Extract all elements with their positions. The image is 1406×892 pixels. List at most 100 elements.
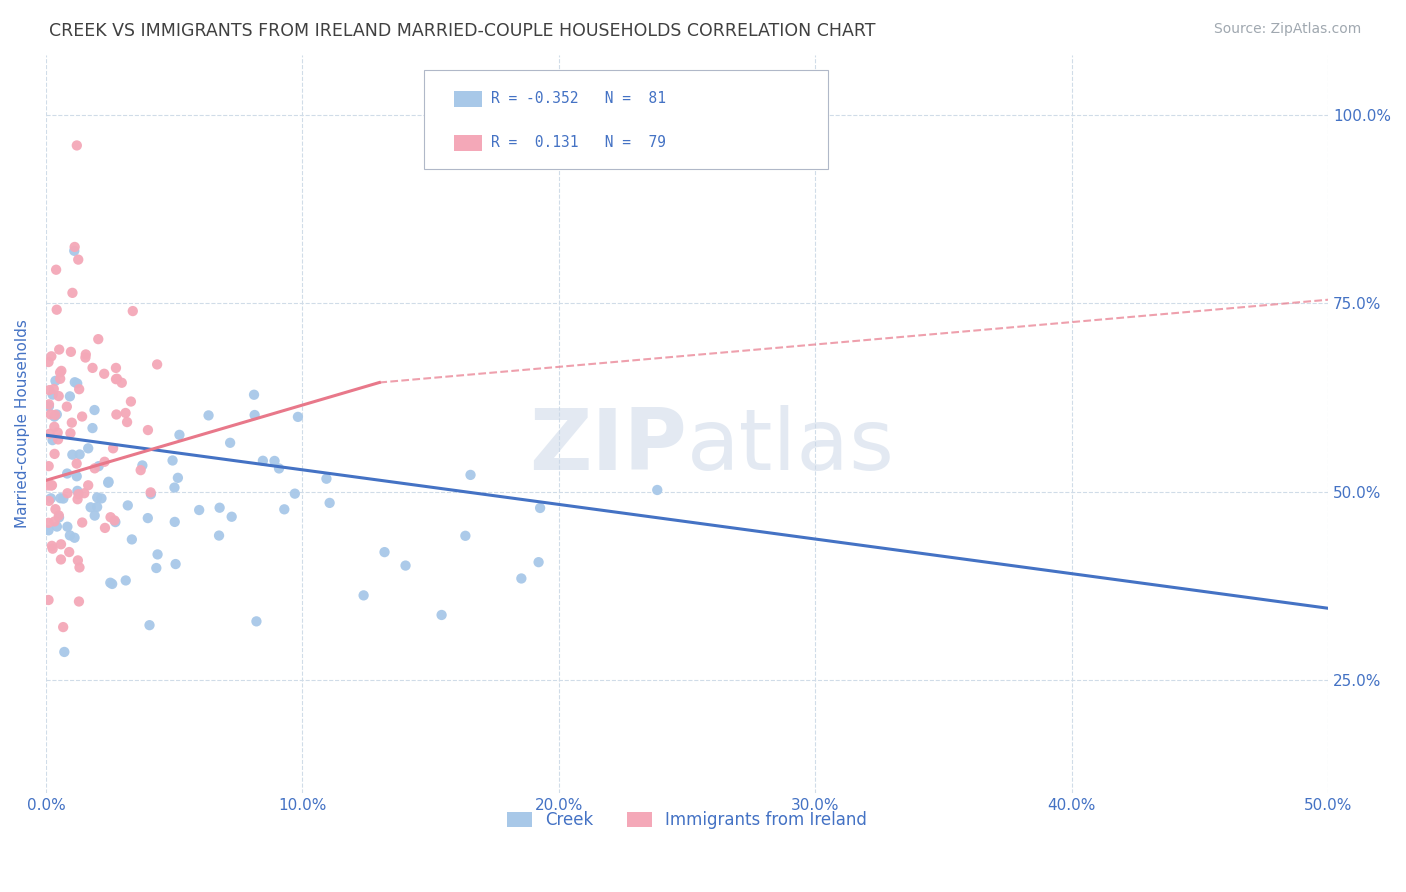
Point (63, 244, 86, 258)
Point (66, 553, 89, 567)
Point (136, 511, 159, 525)
Point (63, 531, 86, 545)
Point (75, 347, 97, 361)
Point (59, 528, 82, 542)
Point (75, 351, 97, 365)
Point (39, 491, 62, 506)
Point (38, 400, 60, 414)
Point (44, 447, 66, 461)
Point (430, 607, 453, 622)
Point (527, 555, 550, 569)
Point (51, 364, 73, 378)
Point (163, 515, 186, 529)
Y-axis label: Married-couple Households: Married-couple Households (15, 319, 30, 528)
Point (63, 240, 86, 254)
Point (93, 367, 115, 381)
Point (83, 461, 105, 475)
Point (315, 472, 337, 486)
Point (114, 574, 136, 588)
Point (263, 454, 285, 468)
Point (97, 475, 120, 489)
Point (131, 458, 153, 473)
Point (221, 509, 243, 524)
Point (59, 426, 82, 441)
Point (66, 138, 89, 153)
Point (69, 560, 91, 574)
Point (49, 552, 72, 566)
Point (41, 478, 63, 492)
Point (49, 491, 72, 506)
Point (38, 478, 60, 492)
Point (53, 645, 76, 659)
Point (83, 508, 105, 523)
Point (273, 502, 295, 516)
Point (41, 539, 63, 553)
Point (56, 486, 79, 500)
Point (44, 502, 66, 516)
Point (243, 408, 266, 422)
Point (38, 459, 60, 474)
Point (41, 349, 63, 363)
Point (208, 528, 231, 542)
Point (67, 382, 90, 396)
Point (60, 448, 83, 462)
Point (56, 519, 79, 533)
Legend: Creek, Immigrants from Ireland: Creek, Immigrants from Ireland (501, 805, 873, 836)
Point (66, 457, 89, 471)
Point (62, 285, 84, 300)
Point (60, 416, 83, 430)
Point (49, 372, 72, 386)
Point (139, 487, 162, 501)
Point (138, 618, 160, 632)
Point (104, 360, 127, 375)
Point (105, 372, 128, 386)
Point (86, 500, 108, 514)
Point (208, 500, 231, 515)
Text: CREEK VS IMMIGRANTS FROM IRELAND MARRIED-COUPLE HOUSEHOLDS CORRELATION CHART: CREEK VS IMMIGRANTS FROM IRELAND MARRIED… (49, 22, 876, 40)
Point (353, 588, 375, 602)
Point (146, 548, 169, 562)
Text: ZIP: ZIP (529, 405, 688, 488)
Point (101, 577, 124, 591)
Point (44, 408, 66, 422)
Point (48, 510, 70, 524)
Point (38, 426, 60, 441)
Point (38, 516, 60, 530)
Point (45, 408, 67, 422)
Point (121, 533, 143, 547)
Point (318, 496, 340, 510)
Point (104, 372, 127, 386)
Point (162, 453, 184, 467)
Point (38, 397, 60, 411)
Point (394, 558, 416, 573)
Point (59, 344, 82, 359)
Point (45, 519, 67, 533)
Point (87, 459, 110, 474)
Point (245, 615, 267, 629)
Point (56, 467, 79, 481)
Point (67, 594, 90, 608)
Point (163, 481, 186, 495)
Point (82, 421, 104, 435)
Point (121, 304, 143, 318)
Point (165, 557, 187, 571)
Bar (454, 91, 482, 107)
Point (136, 423, 159, 437)
Point (86, 491, 108, 505)
Point (93, 455, 115, 469)
Point (77, 478, 100, 492)
Point (41, 433, 63, 447)
Point (59, 389, 82, 403)
Point (45, 262, 67, 277)
Point (117, 499, 139, 513)
Point (94, 521, 117, 535)
Point (100, 510, 122, 524)
Point (39, 408, 62, 422)
Point (46, 433, 69, 447)
Point (58, 545, 80, 559)
Point (120, 394, 142, 409)
Point (56, 400, 79, 414)
Point (98, 575, 121, 590)
Point (219, 435, 242, 450)
Point (38, 593, 60, 607)
